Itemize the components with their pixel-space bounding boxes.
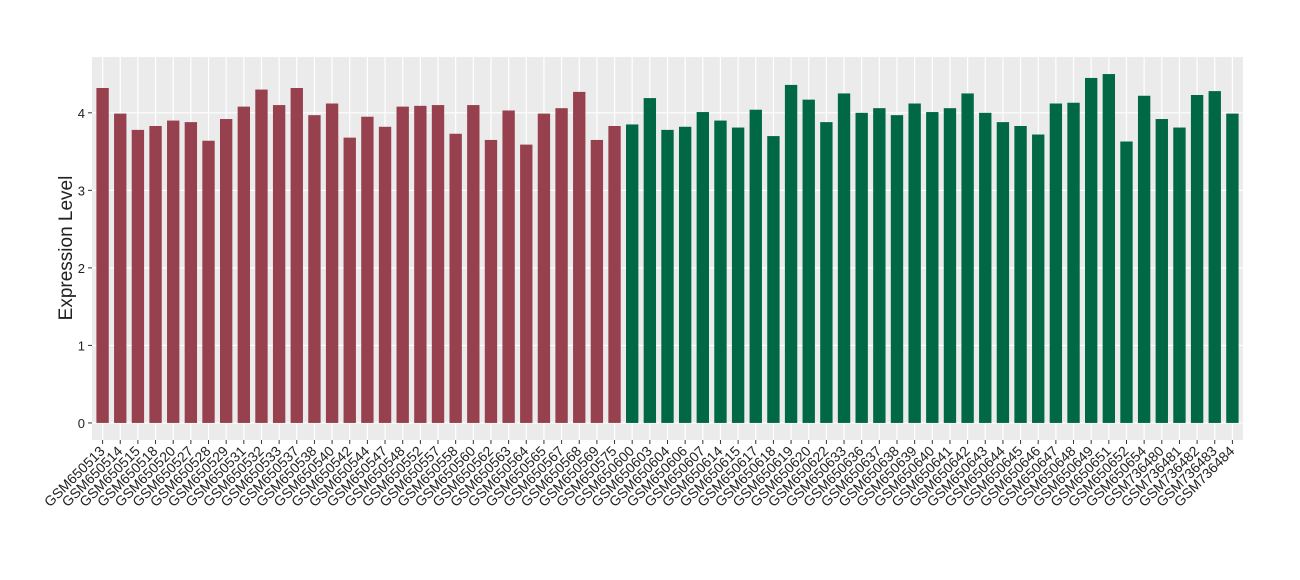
bar	[555, 108, 568, 423]
bar	[184, 122, 198, 423]
bar	[308, 115, 321, 423]
y-tick-label: 3	[78, 183, 85, 198]
bar	[520, 144, 533, 423]
bar	[855, 112, 868, 423]
y-tick-label: 0	[78, 416, 85, 431]
y-axis-label: Expression Level	[56, 176, 77, 321]
bar	[467, 105, 480, 423]
bar	[1173, 127, 1186, 423]
bar	[343, 137, 356, 423]
bar	[873, 108, 886, 423]
bar	[661, 129, 674, 423]
bar	[131, 129, 145, 423]
bar	[979, 112, 992, 423]
bar	[1085, 77, 1098, 423]
bar	[290, 88, 303, 423]
bar	[996, 122, 1010, 423]
bar	[943, 108, 957, 423]
bar	[1120, 141, 1133, 423]
bar	[237, 106, 250, 423]
bar	[325, 103, 339, 423]
bar	[1137, 95, 1151, 423]
bar	[1208, 91, 1221, 423]
bar	[1190, 94, 1204, 423]
bar	[696, 112, 709, 423]
bar	[714, 120, 727, 423]
bar	[1014, 126, 1027, 423]
y-tick-label: 2	[78, 261, 85, 276]
y-tick-label: 1	[78, 338, 85, 353]
bar	[396, 106, 409, 423]
bar	[608, 126, 621, 423]
y-tick-label: 4	[78, 106, 85, 121]
bar	[149, 126, 162, 423]
bar	[802, 99, 815, 423]
bar	[837, 93, 851, 423]
bar	[784, 84, 798, 423]
bar	[678, 126, 692, 423]
bar	[502, 110, 515, 423]
bar	[926, 112, 939, 423]
bar	[431, 105, 445, 423]
bar	[643, 98, 657, 423]
bar	[167, 120, 180, 423]
bar	[573, 91, 586, 423]
bar	[1102, 74, 1116, 423]
bar	[1155, 119, 1168, 423]
bar	[96, 88, 109, 423]
bar	[537, 113, 551, 423]
bar	[1049, 103, 1063, 423]
bar	[731, 127, 745, 423]
bar	[272, 105, 286, 423]
bar	[484, 139, 498, 423]
bar	[219, 119, 233, 423]
bar	[749, 109, 762, 423]
bar	[114, 113, 127, 423]
bar	[378, 126, 392, 423]
bar	[820, 122, 833, 423]
bar	[1032, 134, 1045, 423]
bar	[590, 139, 604, 423]
bar	[1226, 113, 1239, 423]
bar	[890, 115, 904, 423]
bar	[414, 105, 427, 423]
bar	[255, 89, 268, 423]
bar	[961, 93, 974, 423]
bar	[449, 133, 462, 423]
bar	[626, 124, 639, 423]
bar	[908, 103, 921, 423]
bar	[1067, 102, 1080, 423]
bar	[767, 136, 780, 423]
bar	[361, 116, 374, 423]
bar	[202, 140, 215, 423]
